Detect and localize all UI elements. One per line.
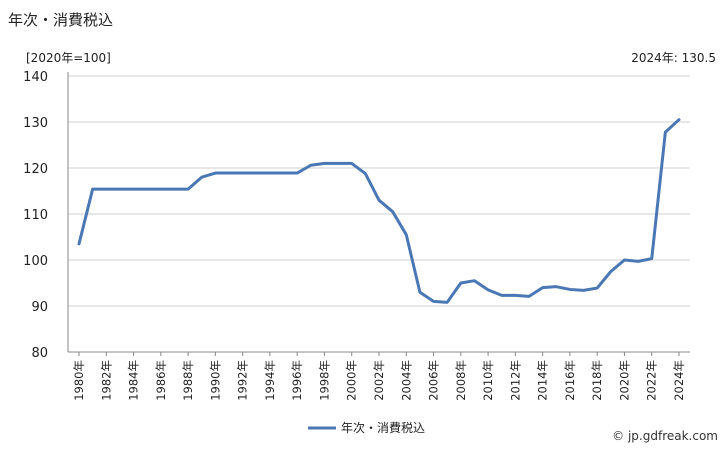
x-tick-label-2000: 2000年 bbox=[345, 360, 359, 401]
y-tick-label-80: 80 bbox=[31, 346, 48, 361]
x-tick-label-2016: 2016年 bbox=[563, 360, 577, 401]
x-tick-label-2002: 2002年 bbox=[372, 360, 386, 401]
series-line-0 bbox=[79, 120, 679, 303]
y-tick-label-120: 120 bbox=[23, 162, 48, 177]
x-tick-label-2014: 2014年 bbox=[536, 360, 550, 401]
x-tick-label-1998: 1998年 bbox=[317, 360, 331, 401]
legend: 年次・消費税込 bbox=[308, 420, 425, 435]
x-tick-label-2004: 2004年 bbox=[399, 360, 413, 401]
x-tick-label-1992: 1992年 bbox=[236, 360, 250, 401]
legend-label-0: 年次・消費税込 bbox=[341, 420, 425, 435]
x-tick-label-1994: 1994年 bbox=[263, 360, 277, 401]
x-tick-label-1990: 1990年 bbox=[208, 360, 222, 401]
source-credit: © jp.gdfreak.com bbox=[612, 429, 718, 443]
x-tick-label-1984: 1984年 bbox=[127, 360, 141, 401]
y-tick-label-130: 130 bbox=[23, 116, 48, 131]
y-axis: 80 90 100 110 120 130 140 bbox=[23, 70, 68, 361]
x-tick-label-2008: 2008年 bbox=[454, 360, 468, 401]
series-layer bbox=[79, 120, 679, 303]
x-tick-label-2018: 2018年 bbox=[590, 360, 604, 401]
x-tick-label-1996: 1996年 bbox=[290, 360, 304, 401]
x-axis: 1980年 1982年 1984年 1986年 1988年 1990年 1992年 1994年… bbox=[68, 352, 690, 401]
x-tick-label-2020: 2020年 bbox=[617, 360, 631, 401]
gridlines bbox=[68, 76, 690, 352]
y-tick-label-100: 100 bbox=[23, 254, 48, 269]
x-tick-label-2006: 2006年 bbox=[427, 360, 441, 401]
x-tick-label-2010: 2010年 bbox=[481, 360, 495, 401]
x-tick-label-2024: 2024年 bbox=[672, 360, 686, 401]
y-tick-label-140: 140 bbox=[23, 70, 48, 85]
x-tick-label-1986: 1986年 bbox=[154, 360, 168, 401]
x-tick-label-2022: 2022年 bbox=[645, 360, 659, 401]
y-tick-label-110: 110 bbox=[23, 208, 48, 223]
x-tick-label-1980: 1980年 bbox=[72, 360, 86, 401]
y-tick-label-90: 90 bbox=[31, 300, 48, 315]
x-tick-label-1988: 1988年 bbox=[181, 360, 195, 401]
x-tick-label-1982: 1982年 bbox=[99, 360, 113, 401]
x-tick-label-2012: 2012年 bbox=[508, 360, 522, 401]
